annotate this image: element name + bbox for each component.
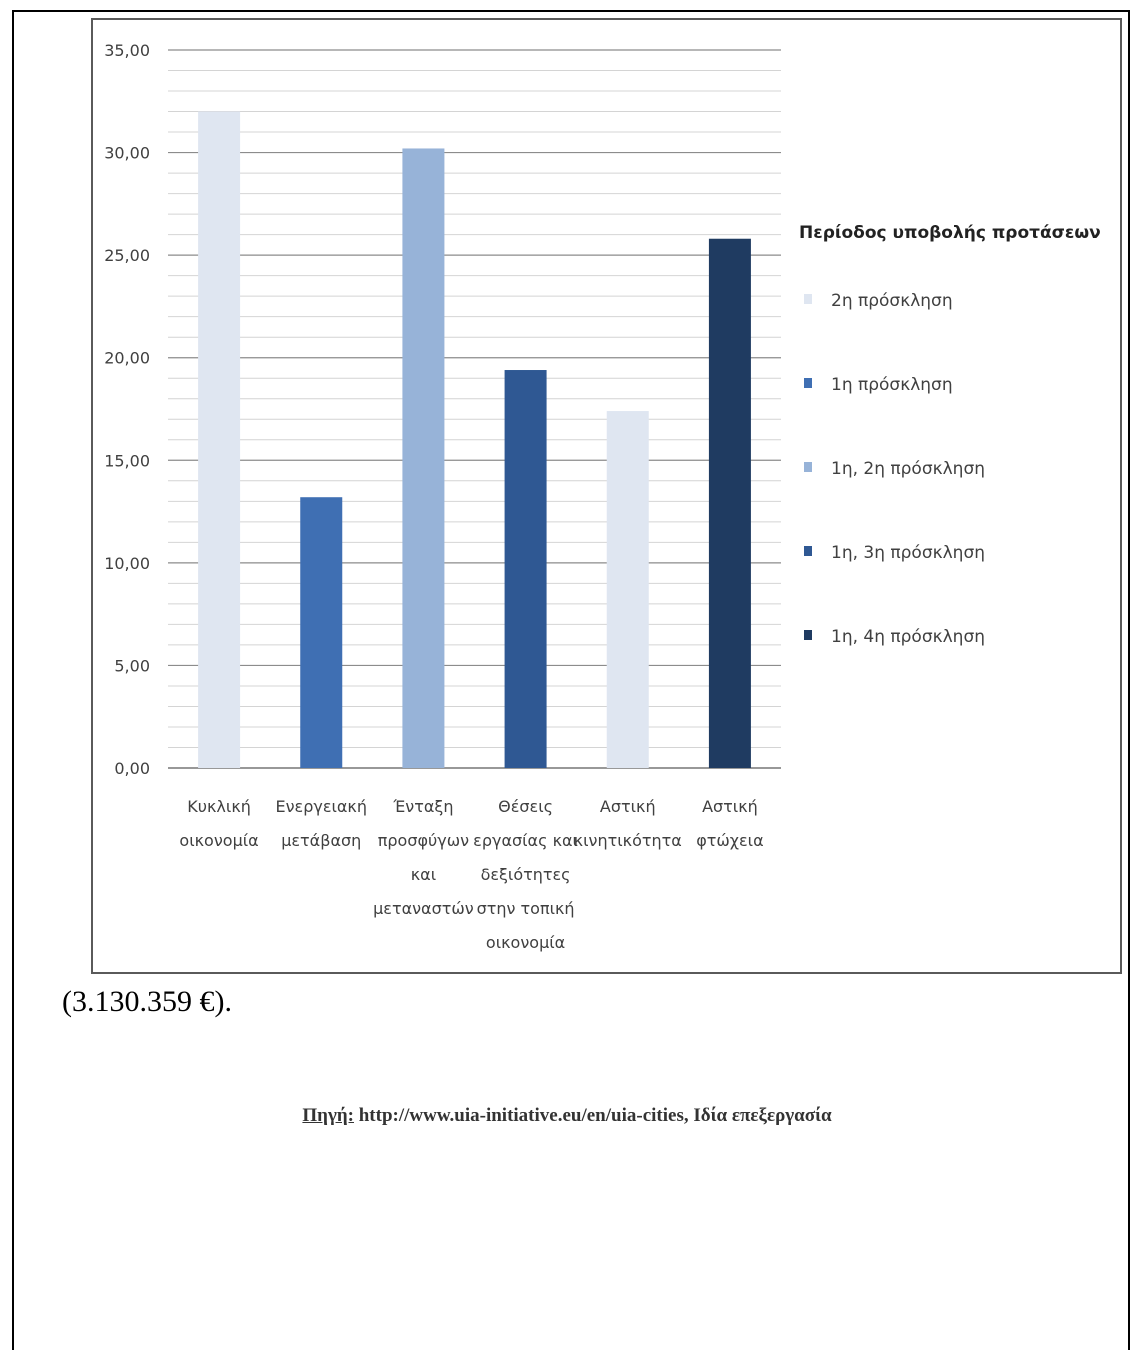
bar <box>504 370 547 768</box>
legend-label: 1η, 2η πρόσκληση <box>831 459 985 479</box>
x-category-label: προσφύγων <box>378 831 469 850</box>
bar <box>198 111 241 769</box>
legend-swatch <box>804 630 812 640</box>
legend-title: Περίοδος υποβολής προτάσεων <box>799 223 1101 243</box>
source-text: http://www.uia-initiative.eu/en/uia-citi… <box>353 1105 832 1126</box>
x-category-label: Θέσεις <box>498 797 553 816</box>
y-tick-label: 20,00 <box>104 349 150 368</box>
legend-swatch <box>804 462 812 472</box>
legend-label: 1η, 4η πρόσκληση <box>831 627 985 647</box>
y-tick-label: 0,00 <box>114 759 150 778</box>
x-category-label: εργασίας και <box>473 831 578 850</box>
legend-swatch <box>804 378 812 388</box>
x-category-label: οικονομία <box>486 933 565 952</box>
x-category-label: Ένταξη <box>392 797 453 816</box>
y-tick-label: 30,00 <box>104 144 150 163</box>
x-category-label: και <box>411 865 436 884</box>
page-frame <box>12 10 1130 1350</box>
y-tick-label: 10,00 <box>104 554 150 573</box>
y-tick-label: 15,00 <box>104 451 150 470</box>
x-category-label: οικονομία <box>179 831 258 850</box>
source-label: Πηγή: <box>302 1105 354 1126</box>
legend-label: 2η πρόσκληση <box>831 291 953 311</box>
y-tick-label: 25,00 <box>104 246 150 265</box>
x-category-label: φτώχεια <box>696 831 763 850</box>
x-category-label: στην τοπική <box>477 899 575 918</box>
x-category-label: μετάβαση <box>281 831 361 850</box>
amount-text: (3.130.359 €). <box>62 985 232 1018</box>
legend-label: 1η, 3η πρόσκληση <box>831 543 985 563</box>
x-category-label: μεταναστών <box>373 899 474 918</box>
legend-swatch <box>804 546 812 556</box>
bar <box>300 497 343 768</box>
bar-chart: 0,00 5,00 10,00 15,00 20,00 25,00 30,00 35,00 Κυ… <box>104 41 1101 952</box>
y-tick-label: 5,00 <box>114 656 150 675</box>
source-line: Πηγή: http://www.uia-initiative.eu/en/ui… <box>0 1105 1134 1127</box>
x-category-label: Κυκλική <box>187 797 251 816</box>
chart-area: 0,00 5,00 10,00 15,00 20,00 25,00 30,00 35,00 Κυ… <box>91 18 1122 974</box>
x-category-label: Αστική <box>600 797 656 816</box>
x-category-label: κινητικότητα <box>574 831 682 850</box>
x-category-label: Αστική <box>702 797 758 816</box>
bar <box>708 238 751 768</box>
x-category-label: δεξιότητες <box>481 865 571 884</box>
legend-label: 1η πρόσκληση <box>831 375 953 395</box>
bar <box>606 411 649 768</box>
x-category-label: Ενεργειακή <box>276 797 368 816</box>
y-tick-label: 35,00 <box>104 41 150 60</box>
legend-swatch <box>804 294 812 304</box>
bar <box>402 148 445 768</box>
